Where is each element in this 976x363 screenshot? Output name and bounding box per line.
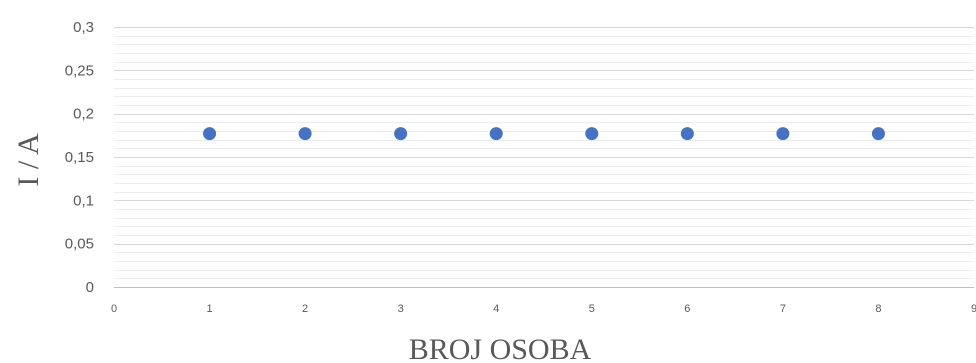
data-point (776, 127, 790, 141)
data-point (489, 127, 503, 141)
y-axis-ticks: 0 0,05 0,1 0,15 0,2 0,25 0,3 (65, 19, 94, 296)
x-tick-label: 5 (589, 303, 595, 315)
x-tick-label: 7 (780, 303, 786, 315)
data-point (203, 127, 217, 141)
x-tick-label: 1 (206, 303, 212, 315)
x-axis-ticks: 0 1 2 3 4 5 6 7 8 9 (111, 303, 976, 315)
x-axis-title: BROJ OSOBA (409, 333, 592, 363)
y-tick-label: 0,05 (65, 236, 94, 253)
y-tick-label: 0,2 (73, 106, 94, 123)
x-tick-label: 0 (111, 303, 117, 315)
x-tick-label: 6 (684, 303, 690, 315)
y-tick-label: 0 (86, 279, 94, 296)
data-point (298, 127, 312, 141)
x-tick-label: 3 (398, 303, 404, 315)
y-tick-label: 0,3 (73, 19, 94, 36)
y-tick-label: 0,1 (73, 192, 94, 209)
data-point (871, 127, 885, 141)
data-points (203, 127, 885, 141)
y-tick-label: 0,15 (65, 149, 94, 166)
x-tick-label: 2 (302, 303, 308, 315)
x-tick-label: 4 (493, 303, 499, 315)
gridlines (114, 27, 974, 279)
x-tick-label: 8 (875, 303, 881, 315)
x-tick-label: 9 (971, 303, 976, 315)
data-point (394, 127, 408, 141)
data-point (585, 127, 599, 141)
y-tick-label: 0,25 (65, 62, 94, 79)
y-axis-title: I / A (12, 133, 45, 187)
data-point (680, 127, 694, 141)
